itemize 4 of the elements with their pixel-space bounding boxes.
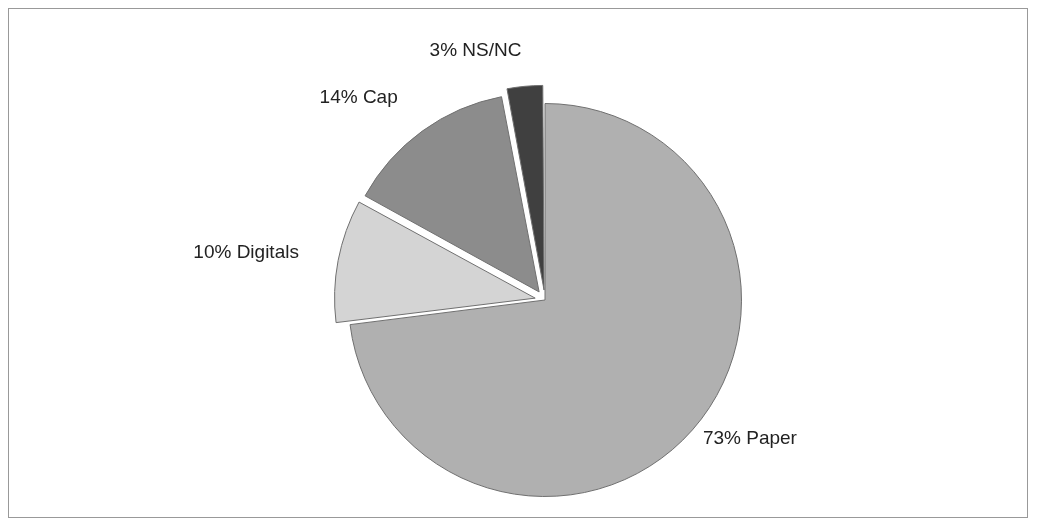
slice-label: 14% Cap — [319, 85, 398, 107]
slice-label: 10% Digitals — [193, 241, 299, 263]
slice-label: 3% NS/NC — [429, 38, 522, 60]
slice-label: 73% Paper — [702, 427, 798, 449]
